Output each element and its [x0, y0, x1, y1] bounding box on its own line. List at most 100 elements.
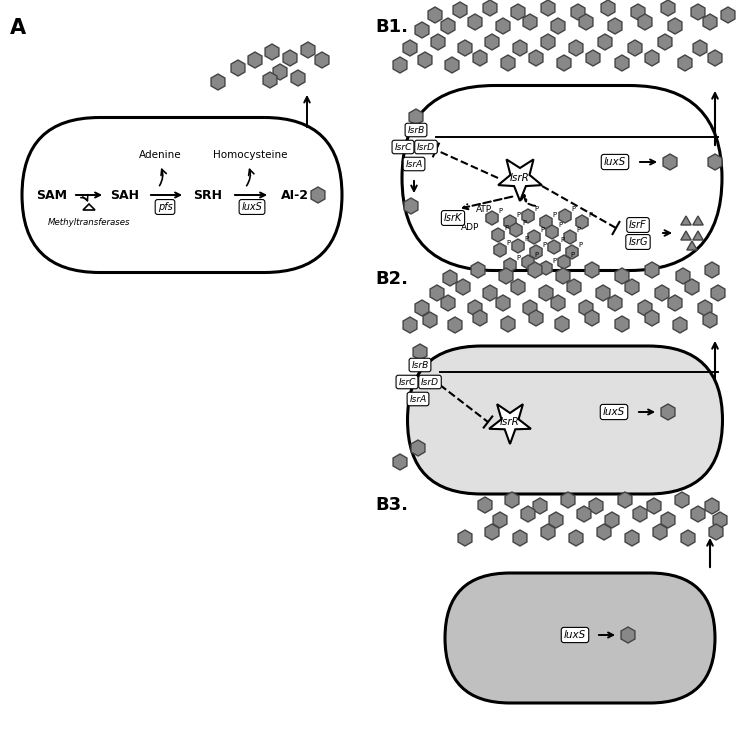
Polygon shape	[541, 34, 555, 50]
Polygon shape	[569, 40, 583, 56]
Polygon shape	[708, 50, 722, 66]
Polygon shape	[668, 18, 682, 34]
Text: P: P	[534, 206, 538, 212]
Polygon shape	[265, 44, 279, 60]
Polygon shape	[548, 240, 560, 254]
Polygon shape	[713, 512, 727, 528]
Polygon shape	[478, 497, 492, 513]
Text: P: P	[522, 220, 526, 226]
Polygon shape	[559, 209, 571, 223]
Text: luxS: luxS	[603, 407, 625, 417]
Polygon shape	[638, 14, 652, 30]
Text: P: P	[560, 237, 564, 243]
Polygon shape	[529, 50, 543, 66]
Polygon shape	[458, 40, 472, 56]
Text: Homocysteine: Homocysteine	[213, 150, 287, 160]
Polygon shape	[638, 300, 652, 316]
Polygon shape	[661, 512, 675, 528]
Polygon shape	[633, 506, 647, 522]
Polygon shape	[83, 204, 95, 210]
Text: pfs: pfs	[158, 202, 172, 212]
Polygon shape	[628, 40, 642, 56]
Polygon shape	[512, 239, 524, 253]
FancyBboxPatch shape	[445, 573, 715, 703]
Polygon shape	[456, 279, 470, 295]
Polygon shape	[513, 40, 527, 56]
Polygon shape	[522, 209, 534, 223]
Polygon shape	[263, 72, 277, 88]
Polygon shape	[585, 262, 599, 278]
Polygon shape	[529, 310, 543, 326]
Text: Methyltransferases: Methyltransferases	[48, 218, 130, 227]
Polygon shape	[557, 55, 571, 71]
Polygon shape	[601, 0, 615, 16]
Polygon shape	[533, 498, 547, 514]
Polygon shape	[211, 74, 225, 90]
Polygon shape	[645, 50, 659, 66]
Polygon shape	[589, 498, 603, 514]
Polygon shape	[598, 34, 612, 50]
Text: P: P	[524, 236, 528, 242]
Polygon shape	[585, 310, 599, 326]
Polygon shape	[499, 268, 513, 284]
Polygon shape	[489, 404, 531, 444]
Polygon shape	[693, 231, 703, 240]
Text: B2.: B2.	[375, 270, 408, 288]
Polygon shape	[549, 512, 563, 528]
Text: luxS: luxS	[564, 630, 586, 640]
Polygon shape	[645, 262, 659, 278]
Text: AI-2: AI-2	[281, 189, 309, 201]
Polygon shape	[428, 7, 442, 23]
Text: P: P	[534, 252, 538, 258]
Polygon shape	[492, 228, 504, 242]
FancyBboxPatch shape	[407, 346, 722, 494]
Polygon shape	[511, 279, 525, 295]
Polygon shape	[703, 312, 717, 328]
Polygon shape	[315, 52, 329, 68]
Polygon shape	[711, 285, 725, 301]
Text: SRH: SRH	[194, 189, 223, 201]
Polygon shape	[576, 215, 588, 229]
Text: P: P	[578, 242, 582, 248]
Polygon shape	[473, 310, 487, 326]
Text: ATP: ATP	[476, 205, 492, 214]
Text: P: P	[558, 222, 562, 228]
Polygon shape	[445, 57, 459, 73]
Polygon shape	[596, 285, 610, 301]
Text: IsrF: IsrF	[629, 220, 646, 230]
Text: P: P	[552, 258, 556, 264]
Polygon shape	[448, 317, 462, 333]
Polygon shape	[555, 316, 569, 332]
Text: P: P	[504, 225, 509, 231]
Polygon shape	[468, 14, 482, 30]
Polygon shape	[273, 64, 287, 80]
Polygon shape	[486, 211, 498, 225]
Text: IsrC: IsrC	[398, 378, 416, 386]
Polygon shape	[494, 243, 506, 257]
Polygon shape	[608, 295, 622, 311]
Text: P: P	[540, 227, 544, 233]
Polygon shape	[411, 440, 425, 456]
Polygon shape	[528, 230, 540, 244]
Text: IsrR: IsrR	[500, 417, 520, 427]
Polygon shape	[546, 225, 558, 239]
Text: IsrA: IsrA	[410, 394, 427, 403]
Polygon shape	[661, 404, 675, 420]
Polygon shape	[586, 50, 600, 66]
Polygon shape	[413, 344, 427, 360]
Polygon shape	[567, 279, 581, 295]
Polygon shape	[443, 270, 457, 286]
Text: B3.: B3.	[375, 496, 408, 514]
Polygon shape	[409, 109, 423, 125]
Polygon shape	[528, 262, 542, 278]
Text: P: P	[570, 252, 574, 258]
Text: Adenine: Adenine	[139, 150, 182, 160]
Polygon shape	[485, 34, 499, 50]
Polygon shape	[521, 506, 535, 522]
Polygon shape	[625, 279, 639, 295]
Polygon shape	[579, 14, 593, 30]
Polygon shape	[248, 52, 262, 68]
Polygon shape	[658, 34, 672, 50]
Text: IsrB: IsrB	[411, 361, 429, 370]
FancyBboxPatch shape	[22, 117, 342, 273]
